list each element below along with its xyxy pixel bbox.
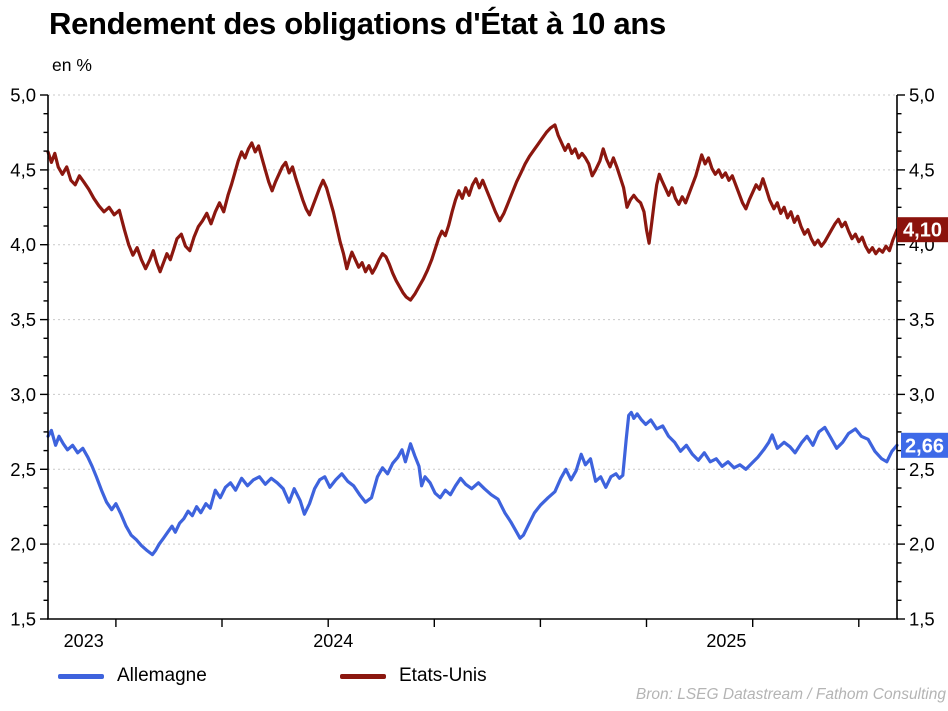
svg-text:2,5: 2,5 xyxy=(10,459,36,480)
svg-text:2,5: 2,5 xyxy=(909,459,935,480)
svg-text:2024: 2024 xyxy=(313,631,353,651)
svg-text:4,5: 4,5 xyxy=(909,159,935,180)
plot-area: 5,0 5,04,5 4,54,0 4,03,5 3,53,0 3,02,5 2,52,0 2… xyxy=(10,85,948,651)
svg-text:2,0: 2,0 xyxy=(10,534,36,555)
svg-text:2023: 2023 xyxy=(64,631,104,651)
svg-text:5,0: 5,0 xyxy=(10,85,36,106)
svg-text:1,5: 1,5 xyxy=(909,609,935,630)
svg-text:3,5: 3,5 xyxy=(909,309,935,330)
svg-text:3,5: 3,5 xyxy=(10,309,36,330)
svg-text:4,0: 4,0 xyxy=(10,234,36,255)
chart-unit-label: en % xyxy=(52,55,92,75)
svg-text:3,0: 3,0 xyxy=(10,384,36,405)
svg-text:5,0: 5,0 xyxy=(909,85,935,106)
germany-line-swatch xyxy=(58,673,104,679)
svg-text:1,5: 1,5 xyxy=(10,609,36,630)
svg-text:2,66: 2,66 xyxy=(905,435,944,457)
legend-item-allemagne: Allemagne xyxy=(58,665,207,686)
source-credit: Bron: LSEG Datastream / Fathom Consultin… xyxy=(635,686,946,703)
page-title: Rendement des obligations d'État à 10 an… xyxy=(49,6,666,41)
svg-text:4,5: 4,5 xyxy=(10,159,36,180)
legend-label-allemagne: Allemagne xyxy=(117,665,207,686)
svg-text:4,10: 4,10 xyxy=(903,220,942,242)
legend-label-etats-unis: Etats-Unis xyxy=(399,665,487,686)
svg-text:2025: 2025 xyxy=(706,631,746,651)
svg-text:2,0: 2,0 xyxy=(909,534,935,555)
legend-item-etats-unis: Etats-Unis xyxy=(340,665,487,686)
svg-text:3,0: 3,0 xyxy=(909,384,935,405)
us-line-swatch xyxy=(340,673,386,679)
